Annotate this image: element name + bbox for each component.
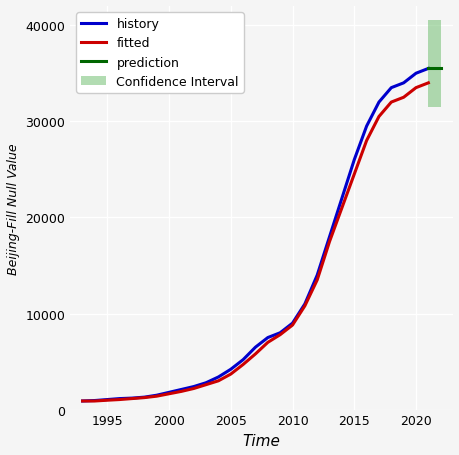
history — [92, 398, 97, 403]
history — [264, 335, 270, 340]
fitted — [154, 394, 159, 399]
fitted — [264, 340, 270, 345]
history — [141, 394, 147, 400]
fitted — [117, 397, 122, 402]
fitted — [412, 86, 418, 91]
history — [388, 86, 393, 91]
history — [326, 234, 331, 240]
Y-axis label: Beijing-Fill Null Value: Beijing-Fill Null Value — [7, 143, 20, 274]
fitted — [129, 396, 134, 401]
history — [289, 321, 295, 326]
fitted — [289, 323, 295, 328]
history — [203, 380, 208, 386]
fitted — [400, 95, 406, 101]
fitted — [228, 372, 233, 377]
history — [178, 387, 184, 392]
fitted — [425, 81, 430, 86]
history — [252, 345, 257, 350]
history — [375, 100, 381, 106]
history — [154, 393, 159, 398]
fitted — [314, 278, 319, 283]
fitted — [240, 362, 246, 367]
fitted — [338, 206, 344, 211]
history — [166, 390, 171, 395]
X-axis label: Time: Time — [242, 433, 280, 448]
history — [363, 124, 369, 130]
fitted — [104, 398, 110, 403]
prediction — [437, 66, 442, 72]
prediction — [425, 66, 430, 72]
history — [425, 66, 430, 72]
history — [314, 273, 319, 278]
history — [277, 330, 282, 336]
history — [338, 196, 344, 202]
fitted — [215, 378, 221, 384]
fitted — [141, 395, 147, 400]
history — [129, 395, 134, 401]
fitted — [92, 399, 97, 404]
Line: history: history — [83, 69, 427, 401]
history — [104, 397, 110, 402]
fitted — [80, 399, 85, 404]
history — [215, 374, 221, 380]
fitted — [351, 172, 356, 177]
Line: fitted: fitted — [83, 84, 427, 401]
history — [80, 399, 85, 404]
history — [117, 396, 122, 401]
fitted — [190, 386, 196, 391]
fitted — [302, 303, 307, 309]
fitted — [252, 351, 257, 357]
history — [302, 302, 307, 307]
Legend: history, fitted, prediction, Confidence Interval: history, fitted, prediction, Confidence … — [76, 13, 243, 94]
history — [228, 367, 233, 372]
fitted — [363, 138, 369, 144]
history — [240, 357, 246, 363]
fitted — [166, 391, 171, 397]
fitted — [375, 115, 381, 120]
fitted — [203, 382, 208, 388]
fitted — [388, 100, 393, 106]
history — [351, 157, 356, 163]
history — [190, 384, 196, 389]
history — [412, 71, 418, 77]
fitted — [178, 389, 184, 394]
fitted — [277, 332, 282, 338]
fitted — [326, 239, 331, 245]
history — [400, 81, 406, 86]
